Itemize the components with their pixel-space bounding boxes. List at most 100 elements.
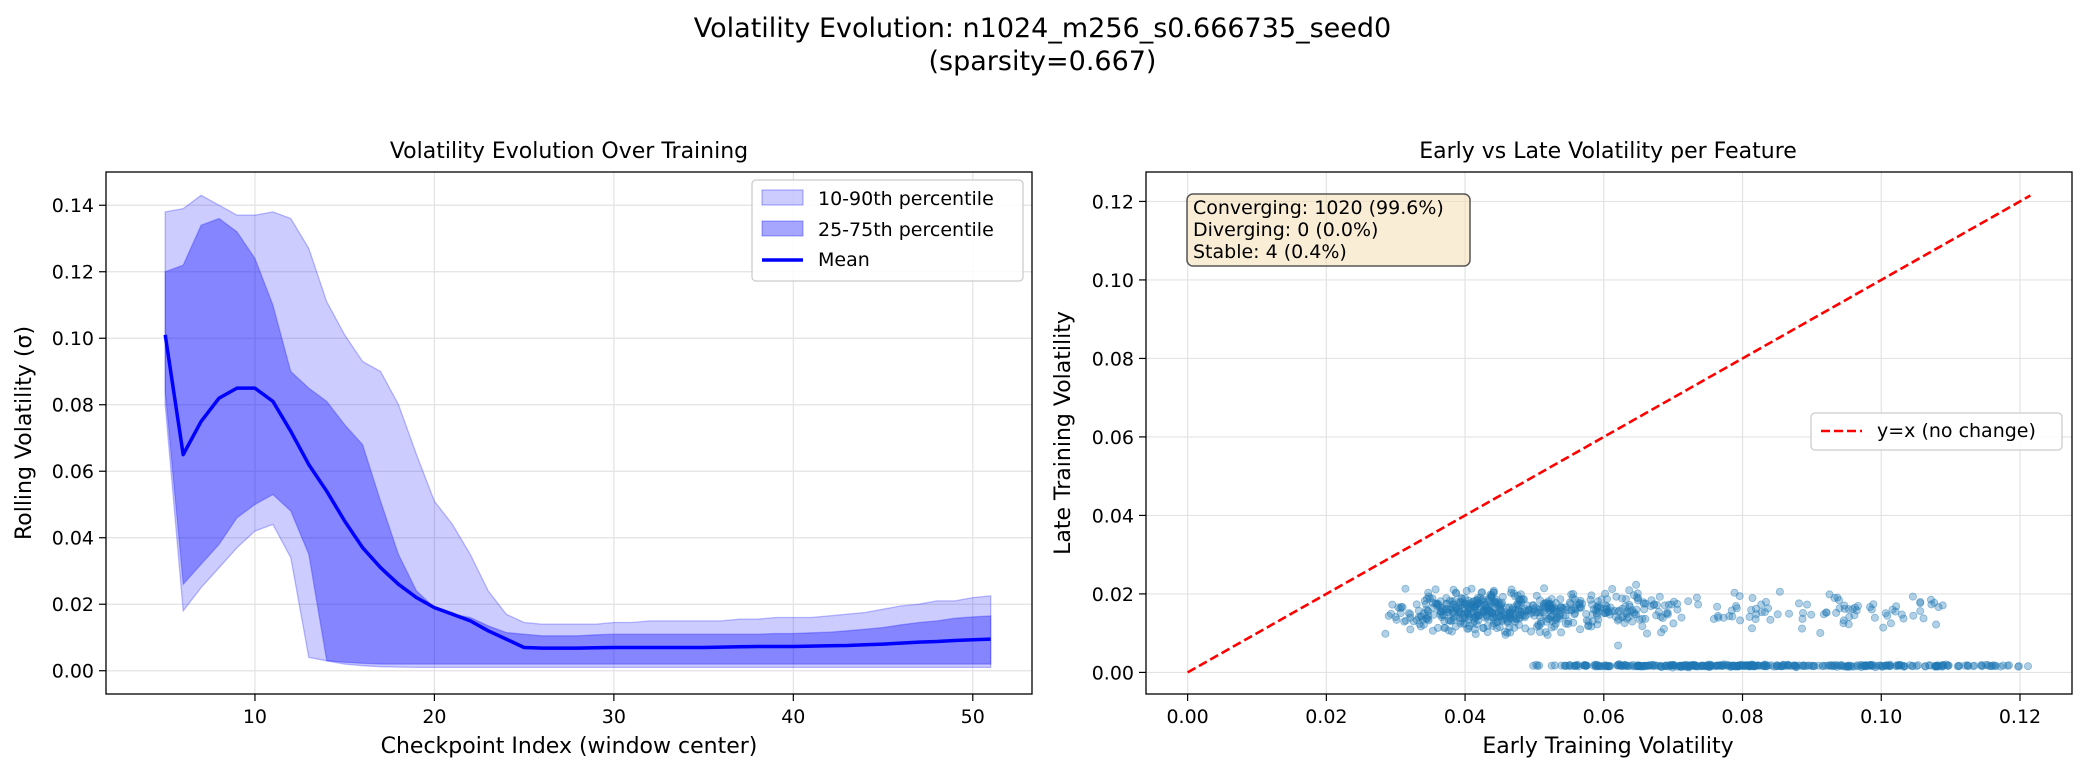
scatter-point: [1921, 662, 1930, 671]
scatter-point: [1676, 663, 1685, 672]
scatter-point: [1398, 603, 1407, 612]
scatter-point: [1472, 596, 1481, 605]
scatter-point: [1618, 613, 1627, 622]
scatter-point: [1466, 600, 1475, 609]
scatter-point: [1728, 612, 1737, 621]
scatter-point: [1596, 603, 1605, 612]
scatter-point: [1423, 594, 1432, 603]
scatter-point: [1478, 588, 1487, 597]
scatter-point: [1862, 661, 1871, 670]
scatter-point: [1496, 605, 1505, 614]
left-chart-xtick-label: 50: [961, 706, 985, 728]
scatter-point: [1916, 607, 1925, 616]
scatter-point: [1514, 600, 1523, 609]
scatter-point: [1944, 661, 1953, 670]
scatter-point: [1799, 661, 1808, 670]
scatter-point: [1429, 610, 1438, 619]
scatter-point: [1545, 615, 1554, 624]
scatter-point: [2014, 662, 2023, 671]
scatter-point: [1456, 601, 1465, 610]
scatter-point: [1631, 662, 1640, 671]
scatter-point: [1745, 612, 1754, 621]
scatter-point: [1431, 585, 1440, 594]
scatter-point: [1697, 661, 1706, 670]
scatter-point: [1624, 613, 1633, 622]
scatter-point: [1494, 602, 1503, 611]
scatter-point: [1457, 617, 1466, 626]
scatter-point: [1938, 662, 1947, 671]
identity-line: [1186, 194, 2032, 674]
scatter-point: [1632, 605, 1641, 614]
scatter-point: [1471, 603, 1480, 612]
scatter-point: [1615, 660, 1624, 669]
scatter-point: [1575, 598, 1584, 607]
scatter-point: [1633, 662, 1642, 671]
scatter-point: [1474, 610, 1483, 619]
scatter-point: [1676, 661, 1685, 670]
scatter-point: [1719, 660, 1728, 669]
scatter-point: [1783, 661, 1792, 670]
scatter-point: [1977, 661, 1986, 670]
scatter-point: [1515, 621, 1524, 630]
scatter-point: [1705, 662, 1714, 671]
scatter-point: [1536, 628, 1545, 637]
scatter-point: [1722, 661, 1731, 670]
scatter-point: [1501, 610, 1510, 619]
scatter-point: [1426, 594, 1435, 603]
scatter-point: [1556, 595, 1565, 604]
scatter-point: [1482, 612, 1491, 621]
scatter-point: [1616, 661, 1625, 670]
scatter-point: [1705, 662, 1714, 671]
scatter-point: [1757, 600, 1766, 609]
scatter-point: [1719, 613, 1728, 622]
scatter-point: [1433, 599, 1442, 608]
scatter-point: [1475, 599, 1484, 608]
scatter-point: [1563, 606, 1572, 615]
scatter-point: [1843, 662, 1852, 671]
scatter-point: [1677, 613, 1686, 622]
scatter-point: [1608, 585, 1617, 594]
scatter-point: [1897, 610, 1906, 619]
scatter-point: [1388, 600, 1397, 609]
scatter-point: [1841, 662, 1850, 671]
scatter-point: [1725, 612, 1734, 621]
scatter-point: [1487, 591, 1496, 600]
scatter-point: [1542, 617, 1551, 626]
scatter-point: [1662, 661, 1671, 670]
legend-swatch-10-90: [761, 189, 804, 206]
scatter-point: [1666, 661, 1675, 670]
scatter-point: [1827, 661, 1836, 670]
scatter-point: [1777, 662, 1786, 671]
scatter-point: [1480, 601, 1489, 610]
scatter-point: [1633, 662, 1642, 671]
scatter-point: [1830, 594, 1839, 603]
scatter-point: [1759, 662, 1768, 671]
scatter-point: [1638, 622, 1647, 631]
scatter-point: [1740, 662, 1749, 671]
scatter-point: [1872, 661, 1881, 670]
scatter-point: [1446, 616, 1455, 625]
scatter-point: [1943, 661, 1952, 670]
scatter-point: [1470, 625, 1479, 634]
right-chart-frame: [1145, 171, 2073, 695]
right-chart-ytick-label: 0.02: [1092, 584, 1134, 606]
scatter-point: [1593, 660, 1602, 669]
scatter-point: [1641, 661, 1650, 670]
scatter-point: [1615, 606, 1624, 615]
legend-label-identity: y=x (no change): [1877, 420, 2036, 442]
scatter-point: [1447, 605, 1456, 614]
scatter-point: [1450, 597, 1459, 606]
scatter-point: [1495, 605, 1504, 614]
scatter-point: [1969, 662, 1978, 671]
scatter-point: [1491, 595, 1500, 604]
scatter-point: [1741, 661, 1750, 670]
annotation-stable: Stable: 4 (0.4%): [1193, 241, 1347, 263]
scatter-point: [1545, 603, 1554, 612]
right-chart-legend: y=x (no change): [1810, 412, 2063, 451]
scatter-point: [1537, 617, 1546, 626]
scatter-point: [1509, 589, 1518, 598]
scatter-point: [1469, 603, 1478, 612]
scatter-point: [1833, 593, 1842, 602]
scatter-point: [1512, 615, 1521, 624]
scatter-point: [1697, 662, 1706, 671]
